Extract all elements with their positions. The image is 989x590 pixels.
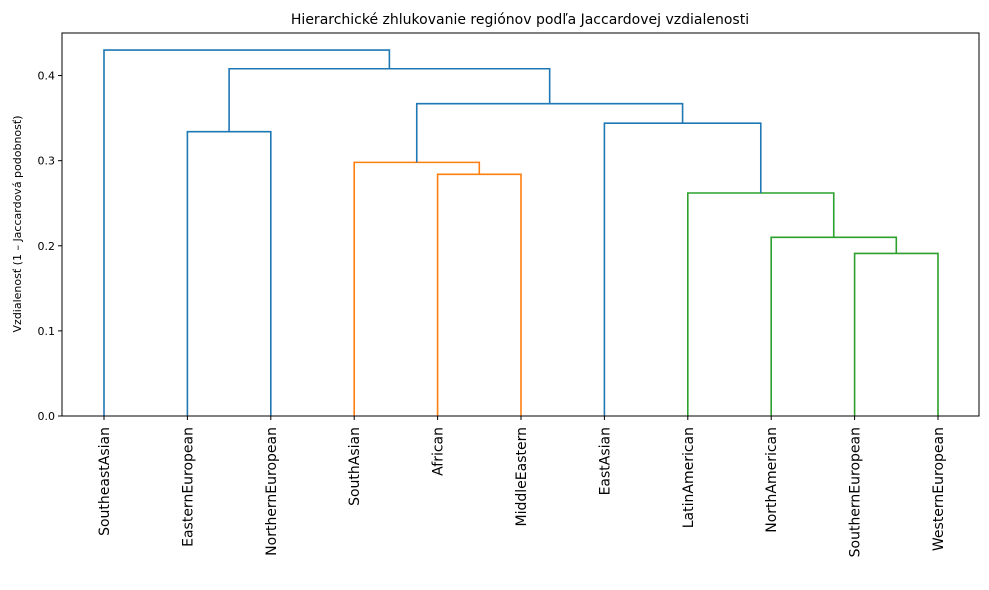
leaf-label: African xyxy=(431,427,447,476)
leaf-label: SouthAsian xyxy=(347,427,363,506)
leaf-label: WesternEuropean xyxy=(931,427,947,551)
leaf-label: NorthAmerican xyxy=(764,427,780,533)
merge-link-m9 xyxy=(228,67,551,132)
leaf-label: LatinAmerican xyxy=(681,427,697,528)
y-tick-label: 0.3 xyxy=(38,155,56,168)
merge-link-m4 xyxy=(436,173,522,416)
merge-link-m2 xyxy=(770,236,898,416)
x-axis: SoutheastAsian EasternEuropean NorthernEur… xyxy=(97,416,947,557)
merge-link-m10 xyxy=(103,49,391,416)
leaf-label: EasternEuropean xyxy=(180,427,196,547)
y-tick-label: 0.0 xyxy=(38,410,56,423)
merge-link-m8 xyxy=(415,102,684,163)
merge-link-m5 xyxy=(353,161,481,416)
y-tick-label: 0.2 xyxy=(38,240,56,253)
y-axis-label: Vzdialenosť (1 – Jaccardová podobnosť) xyxy=(11,116,24,333)
leaf-label: NorthernEuropean xyxy=(264,427,280,556)
merge-link-m6 xyxy=(186,130,272,416)
leaf-label: SouthernEuropean xyxy=(848,427,864,557)
merge-link-m3 xyxy=(687,192,835,416)
y-axis: 0.0 0.1 0.2 0.3 0.4 xyxy=(38,70,62,423)
leaf-label: MiddleEastern xyxy=(514,427,530,526)
merge-link-m1 xyxy=(853,252,939,416)
leaf-label: SoutheastAsian xyxy=(97,427,113,536)
dendrogram-links xyxy=(103,49,939,416)
merge-link-m7 xyxy=(603,122,762,416)
leaf-label: EastAsian xyxy=(597,427,613,495)
y-tick-label: 0.4 xyxy=(38,70,56,83)
chart-title: Hierarchické zhlukovanie regiónov podľa … xyxy=(291,12,749,28)
y-tick-label: 0.1 xyxy=(38,325,56,338)
